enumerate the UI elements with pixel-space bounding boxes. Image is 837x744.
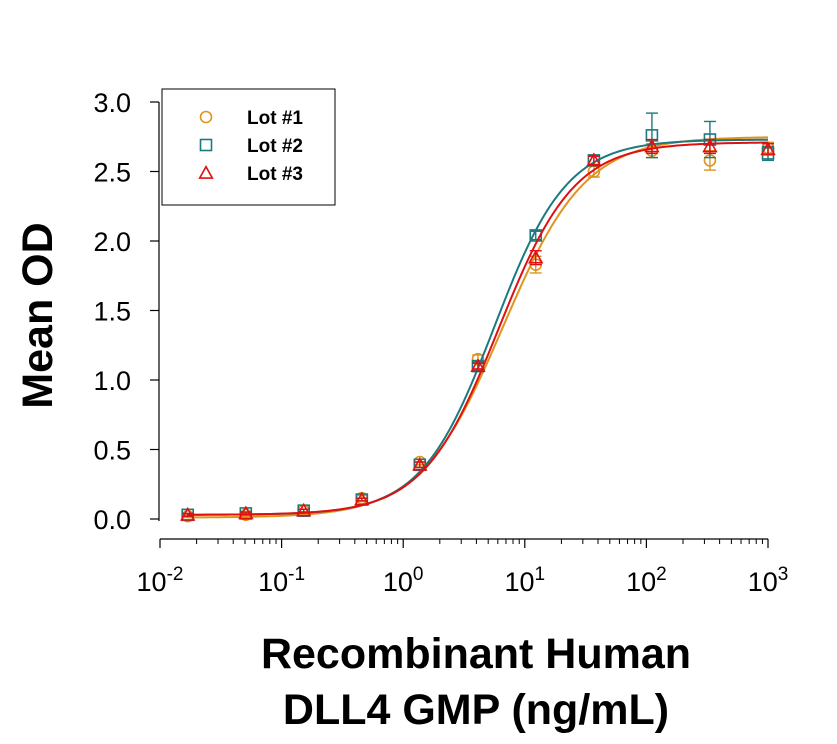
legend-label: Lot #3 — [247, 164, 303, 185]
x-tick-label: 10-1 — [258, 564, 305, 597]
y-tick-label: 0.0 — [93, 505, 131, 535]
x-tick-label: 103 — [748, 564, 789, 597]
y-tick-label: 1.0 — [93, 366, 131, 396]
data-point — [470, 358, 486, 372]
data-point — [644, 138, 660, 153]
x-tick-exponent: 3 — [778, 564, 789, 585]
x-axis-title-line2: DLL4 GMP (ng/mL) — [283, 686, 669, 734]
data-point — [586, 152, 602, 167]
x-ticks: 10-2 10-1 100 101 102 103 — [137, 539, 789, 597]
x-tick-exponent: 0 — [413, 564, 424, 585]
axes: 0.00.51.01.52.02.53.0 10-2 10-1 100 101 102 1… — [93, 88, 788, 597]
x-tick-base: 10 — [504, 567, 534, 597]
y-tick-label: 1.5 — [93, 297, 131, 327]
data-point — [354, 491, 370, 506]
data-point — [238, 505, 254, 520]
x-tick-label: 100 — [383, 564, 424, 597]
legend-box — [161, 88, 336, 206]
y-tick-label: 2.5 — [93, 158, 131, 188]
x-tick-label: 102 — [626, 564, 667, 597]
x-tick-base: 10 — [383, 567, 413, 597]
legend-item: Lot #2 — [199, 136, 303, 157]
data-point — [412, 456, 428, 471]
legend-label: Lot #1 — [247, 108, 303, 129]
x-tick-label: 10-2 — [137, 564, 184, 597]
y-ticks: 0.0 0.5 1.0 1.5 2.0 2.5 3.0 — [93, 88, 159, 535]
legend-label: Lot #2 — [247, 136, 303, 157]
series-3 — [180, 138, 776, 521]
y-tick-label: 2.0 — [93, 227, 131, 257]
x-tick-exponent: -2 — [167, 564, 184, 585]
legend-item: Lot #1 — [199, 108, 303, 129]
fit-curve — [187, 141, 769, 516]
x-tick-base: 10 — [137, 567, 167, 597]
x-tick-base: 10 — [626, 567, 656, 597]
data-point — [180, 506, 196, 521]
y-tick-label: 0.5 — [93, 436, 131, 466]
data-point — [296, 502, 312, 517]
x-axis-title-line1: Recombinant Human — [261, 630, 691, 678]
data-point — [760, 141, 776, 156]
legend: Lot #1 Lot #2 Lot #3 — [161, 88, 336, 206]
legend-marker — [198, 165, 214, 179]
legend-marker — [199, 138, 213, 152]
x-tick-base: 10 — [748, 567, 778, 597]
x-tick-base: 10 — [258, 567, 288, 597]
data-point — [702, 138, 718, 153]
x-tick-exponent: 1 — [535, 564, 546, 585]
x-tick-label: 101 — [504, 564, 545, 597]
x-tick-exponent: 2 — [656, 564, 667, 585]
y-axis-title: Mean OD — [14, 222, 62, 408]
legend-item: Lot #3 — [198, 164, 303, 185]
plot-area — [180, 112, 776, 523]
legend-marker — [199, 110, 213, 124]
legend-items: Lot #1 Lot #2 Lot #3 — [198, 108, 303, 185]
data-point — [528, 249, 544, 264]
x-tick-exponent: -1 — [288, 564, 305, 585]
y-tick-label: 3.0 — [93, 88, 131, 118]
